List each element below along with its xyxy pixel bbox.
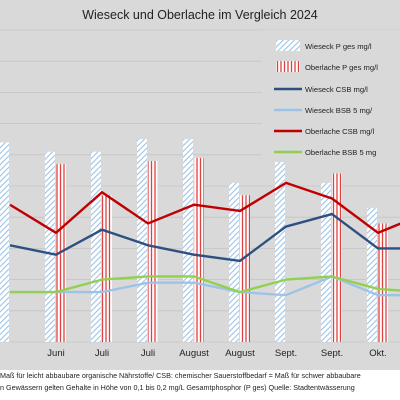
line-series xyxy=(9,181,400,297)
legend-label: Oberlache CSB mg/l xyxy=(305,127,375,136)
x-tick-label: Sept. xyxy=(275,348,297,359)
legend-label: Wieseck P ges mg/l xyxy=(305,42,372,51)
bar-oberlache-p-ges-mg-l-7 xyxy=(332,173,342,342)
bar-wieseck-p-ges-mg-l-0 xyxy=(0,142,9,342)
footnote-line-2: n Gewässern gelten Gehalte in Höhe von 0… xyxy=(0,383,355,392)
bar-wieseck-p-ges-mg-l-5 xyxy=(229,182,239,342)
line-wieseck-bsb-5-mg- xyxy=(10,275,400,297)
line-oberlache-csb-mg-l xyxy=(9,181,400,235)
bar-oberlache-p-ges-mg-l-2 xyxy=(102,195,112,342)
legend-label: Wieseck BSB 5 mg/ xyxy=(305,106,373,115)
chart-title: Wieseck und Oberlache im Vergleich 2024 xyxy=(82,8,318,22)
x-tick-label: August xyxy=(225,348,255,359)
line-wieseck-csb-mg-l xyxy=(9,212,400,263)
legend: Wieseck P ges mg/l Oberlache P ges mg/l Wi… xyxy=(262,30,400,162)
legend-box xyxy=(262,30,400,162)
x-tick-label: Juni xyxy=(47,348,64,359)
x-tick-label: Juli xyxy=(95,348,109,359)
x-tick-label: Juli xyxy=(141,348,155,359)
bar-series xyxy=(0,139,388,342)
bar-oberlache-p-ges-mg-l-8 xyxy=(378,223,388,342)
footnote: Maß für leicht abbaubare organische Nähr… xyxy=(0,370,400,400)
footnote-line-1: Maß für leicht abbaubare organische Nähr… xyxy=(0,371,361,380)
line-oberlache-bsb-5-mg xyxy=(10,275,400,294)
bar-oberlache-p-ges-mg-l-4 xyxy=(194,157,204,342)
x-tick-label: Okt. xyxy=(369,348,386,359)
bar-wieseck-p-ges-mg-l-2 xyxy=(91,151,101,342)
legend-label: Oberlache P ges mg/l xyxy=(305,63,378,72)
x-tick-label: Sept. xyxy=(321,348,343,359)
legend-label: Wieseck CSB mg/l xyxy=(305,85,368,94)
bar-wieseck-p-ges-mg-l-7 xyxy=(321,182,331,342)
x-tick-label: August xyxy=(179,348,209,359)
bar-wieseck-p-ges-mg-l-4 xyxy=(183,139,193,342)
legend-swatch xyxy=(276,61,300,72)
bar-oberlache-p-ges-mg-l-3 xyxy=(148,161,158,342)
bar-wieseck-p-ges-mg-l-3 xyxy=(137,139,147,342)
legend-label: Oberlache BSB 5 mg xyxy=(305,148,376,157)
bar-wieseck-p-ges-mg-l-1 xyxy=(45,151,55,342)
bar-wieseck-p-ges-mg-l-6 xyxy=(275,151,285,342)
bar-wieseck-p-ges-mg-l-8 xyxy=(367,207,377,342)
bar-oberlache-p-ges-mg-l-5 xyxy=(240,195,250,342)
legend-swatch xyxy=(276,40,300,51)
